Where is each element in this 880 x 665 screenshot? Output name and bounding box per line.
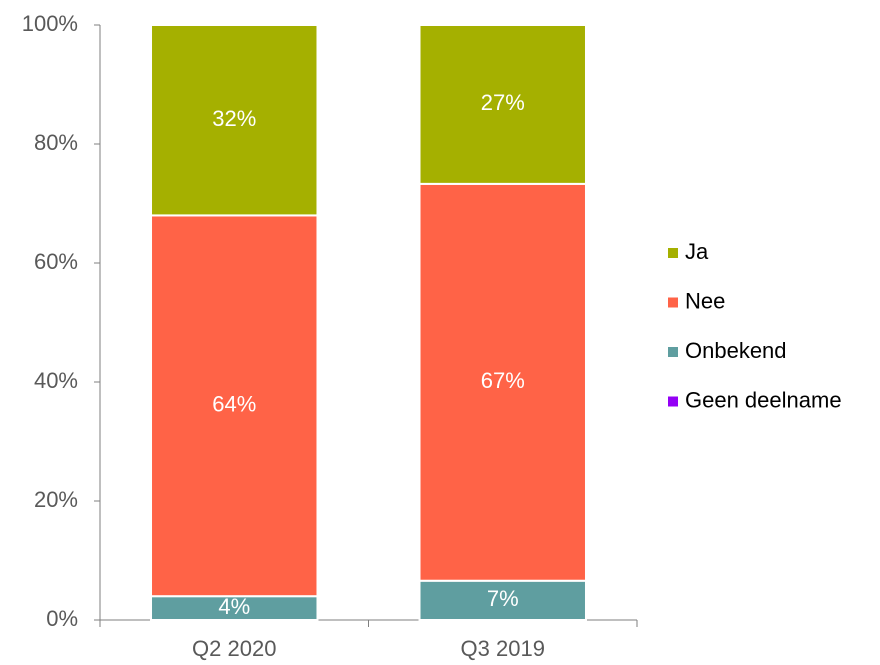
legend-label: Geen deelname bbox=[685, 387, 842, 412]
y-tick-label: 40% bbox=[34, 368, 78, 393]
data-label: 4% bbox=[218, 594, 250, 619]
legend-swatch bbox=[668, 297, 678, 308]
bar-segment bbox=[418, 182, 587, 582]
bar-segment bbox=[150, 214, 319, 598]
legend-label: Nee bbox=[685, 288, 725, 313]
legend-label: Onbekend bbox=[685, 338, 787, 363]
x-tick-label: Q3 2019 bbox=[461, 636, 545, 661]
data-label: 32% bbox=[212, 106, 256, 131]
legend-swatch bbox=[668, 248, 678, 258]
data-label: 67% bbox=[481, 368, 525, 393]
x-tick-label: Q2 2020 bbox=[192, 636, 276, 661]
bar-segment bbox=[418, 579, 587, 621]
data-label: 7% bbox=[487, 586, 519, 611]
legend-label: Ja bbox=[685, 239, 709, 264]
y-tick-label: 0% bbox=[46, 606, 78, 631]
data-label: 64% bbox=[212, 392, 256, 417]
legend-swatch bbox=[668, 347, 678, 357]
y-tick-label: 60% bbox=[34, 249, 78, 274]
y-tick-label: 100% bbox=[22, 11, 78, 36]
bar-segment bbox=[150, 24, 319, 217]
legend-swatch bbox=[668, 396, 678, 407]
data-label: 27% bbox=[481, 90, 525, 115]
y-tick-label: 80% bbox=[34, 130, 78, 155]
y-tick-label: 20% bbox=[34, 487, 78, 512]
bar-segment bbox=[418, 24, 587, 185]
